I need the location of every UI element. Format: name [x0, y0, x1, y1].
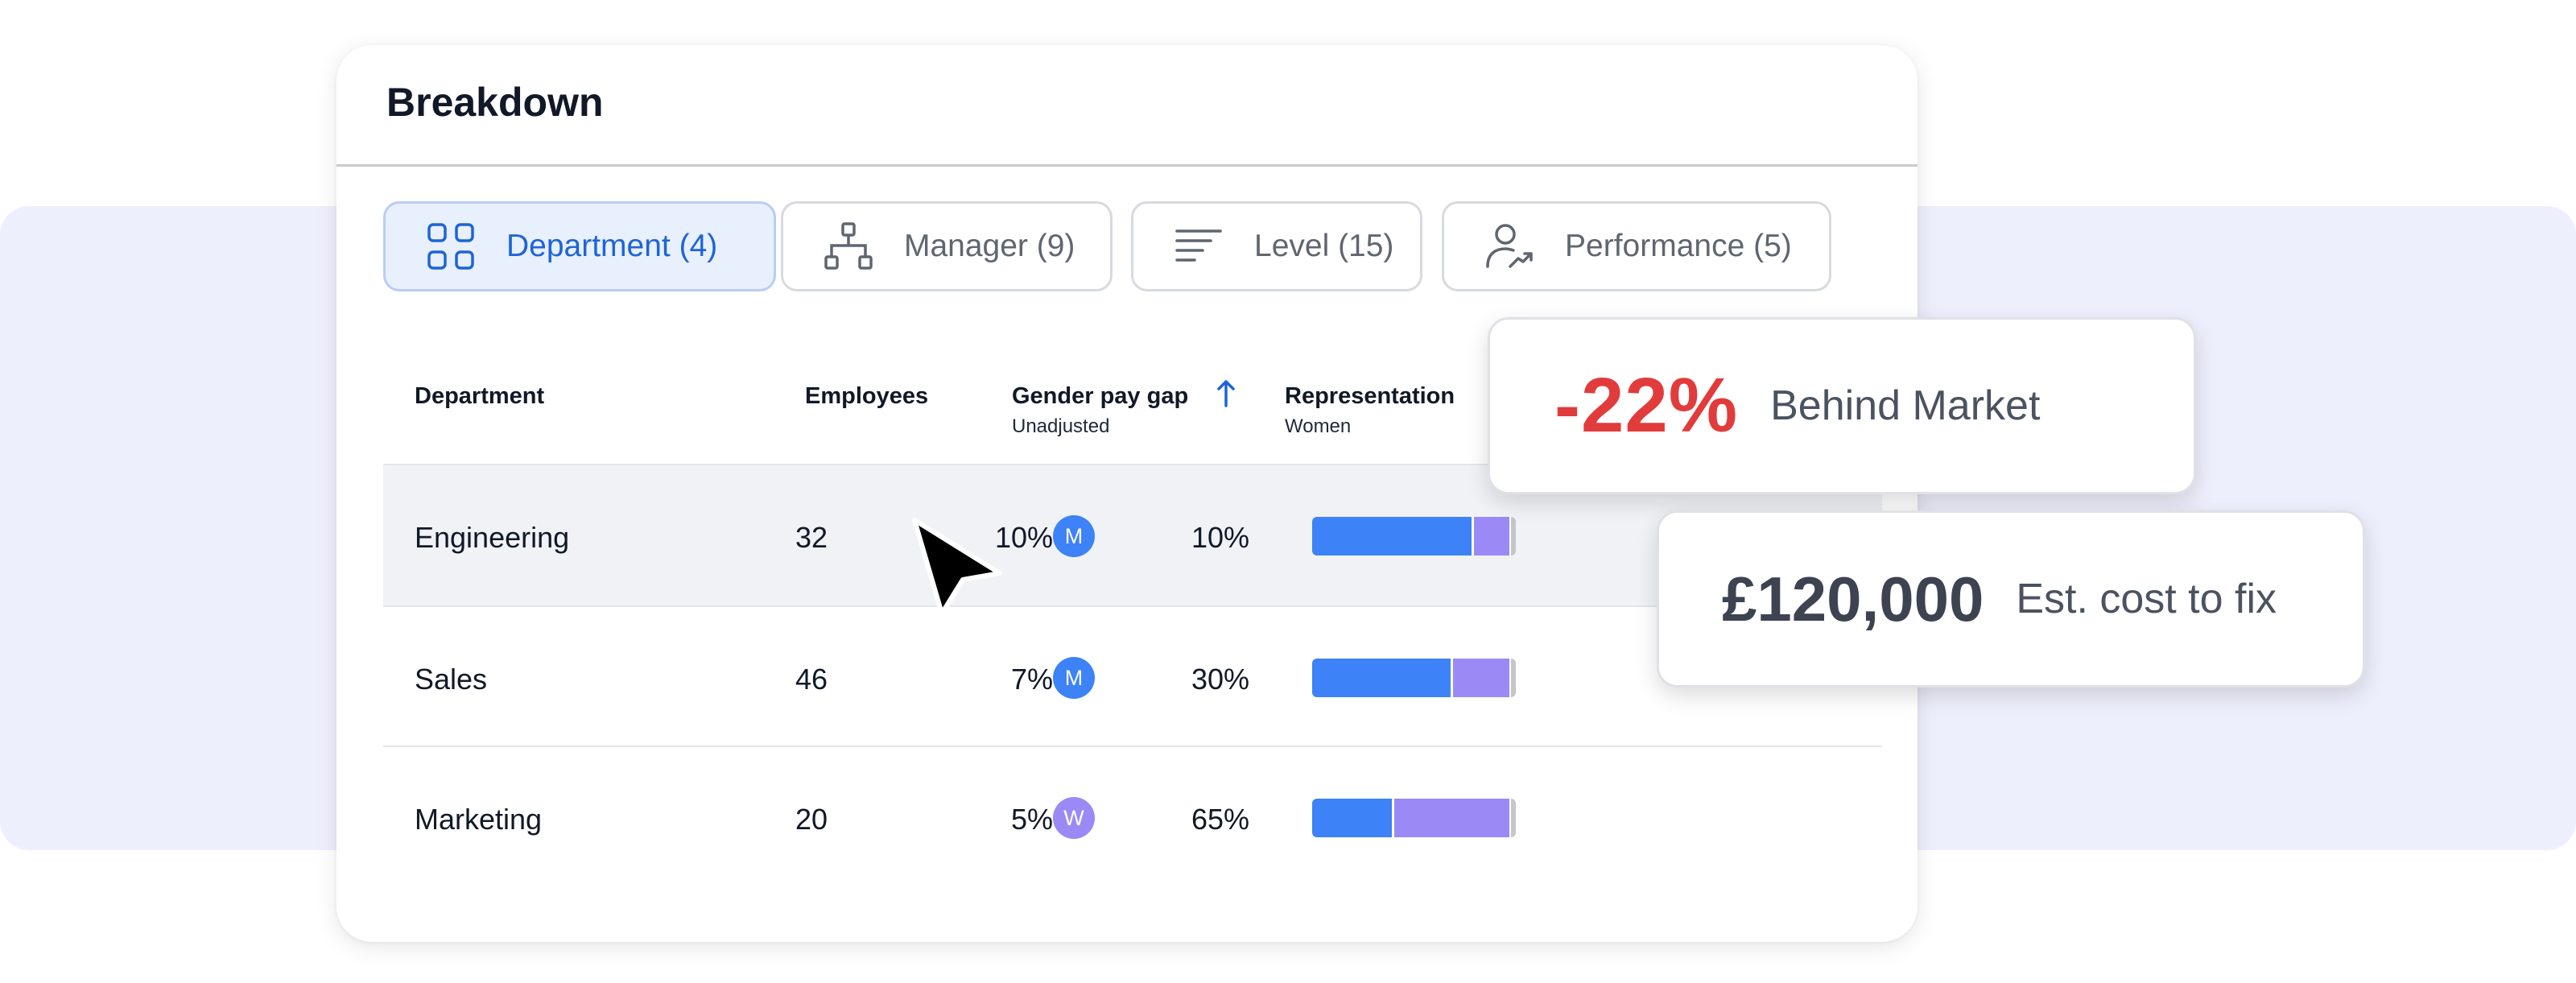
- tab-manager[interactable]: Manager (9): [781, 201, 1113, 291]
- column-header-gender-pay-gap[interactable]: Gender pay gap: [1012, 383, 1189, 409]
- representation-bar: [1312, 799, 1516, 837]
- cell-pay-gap: 5%: [1010, 803, 1053, 836]
- tab-performance-label: Performance (5): [1565, 229, 1792, 263]
- representation-bar: [1312, 517, 1516, 556]
- column-subheader-unadjusted: Unadjusted: [1012, 415, 1110, 437]
- column-header-employees[interactable]: Employees: [805, 383, 929, 409]
- cost-value: £120,000: [1722, 563, 1984, 634]
- cell-pay-gap: 10%: [994, 521, 1053, 554]
- lines-icon: [1175, 229, 1222, 262]
- table-row[interactable]: [383, 747, 1882, 888]
- user-trend-icon: [1486, 224, 1533, 268]
- cell-employees: 20: [795, 803, 828, 836]
- card-title: Breakdown: [386, 80, 604, 125]
- cell-employees: 46: [795, 663, 828, 696]
- tab-department-label: Department (4): [506, 229, 718, 263]
- column-header-department[interactable]: Department: [415, 383, 545, 409]
- tab-level[interactable]: Level (15): [1131, 201, 1422, 291]
- gender-badge: M: [1053, 515, 1095, 557]
- grid-icon: [427, 223, 474, 270]
- cell-representation: 10%: [1191, 521, 1249, 554]
- mouse-cursor-icon: [912, 518, 1002, 616]
- cost-to-fix-card: £120,000 Est. cost to fix: [1657, 510, 2365, 688]
- title-divider: [336, 164, 1918, 167]
- gender-badge: M: [1053, 657, 1095, 699]
- bar-segment-men: [1312, 799, 1392, 837]
- market-gap-value: -22%: [1554, 362, 1739, 448]
- cell-pay-gap: 7%: [1010, 663, 1053, 696]
- representation-bar: [1312, 659, 1516, 697]
- org-chart-icon: [824, 222, 873, 270]
- cell-employees: 32: [795, 521, 828, 554]
- bar-segment-other: [1509, 659, 1516, 697]
- behind-market-card: -22% Behind Market: [1488, 317, 2196, 494]
- market-gap-label: Behind Market: [1770, 382, 2041, 429]
- bar-segment-men: [1312, 517, 1472, 556]
- bar-segment-men: [1312, 659, 1451, 697]
- cost-label: Est. cost to fix: [2016, 576, 2277, 622]
- bar-segment-women: [1392, 799, 1509, 837]
- gender-badge: W: [1053, 797, 1095, 839]
- tab-manager-label: Manager (9): [904, 229, 1075, 263]
- bar-segment-women: [1451, 659, 1509, 697]
- tab-level-label: Level (15): [1254, 229, 1394, 263]
- row-divider: [383, 464, 1882, 465]
- row-divider: [383, 605, 1882, 607]
- cell-representation: 65%: [1191, 803, 1249, 836]
- cell-department: Engineering: [415, 521, 570, 554]
- cell-department: Marketing: [415, 803, 543, 836]
- bar-segment-women: [1472, 517, 1509, 556]
- tab-department[interactable]: Department (4): [383, 201, 776, 291]
- arrow-up-icon[interactable]: [1214, 377, 1238, 409]
- bar-segment-other: [1509, 517, 1516, 556]
- column-header-representation[interactable]: Representation: [1285, 383, 1455, 409]
- row-divider: [383, 746, 1882, 747]
- column-subheader-women: Women: [1285, 415, 1352, 437]
- bar-segment-other: [1509, 799, 1516, 837]
- tab-performance[interactable]: Performance (5): [1442, 201, 1831, 291]
- cell-representation: 30%: [1191, 663, 1249, 696]
- cell-department: Sales: [415, 663, 488, 696]
